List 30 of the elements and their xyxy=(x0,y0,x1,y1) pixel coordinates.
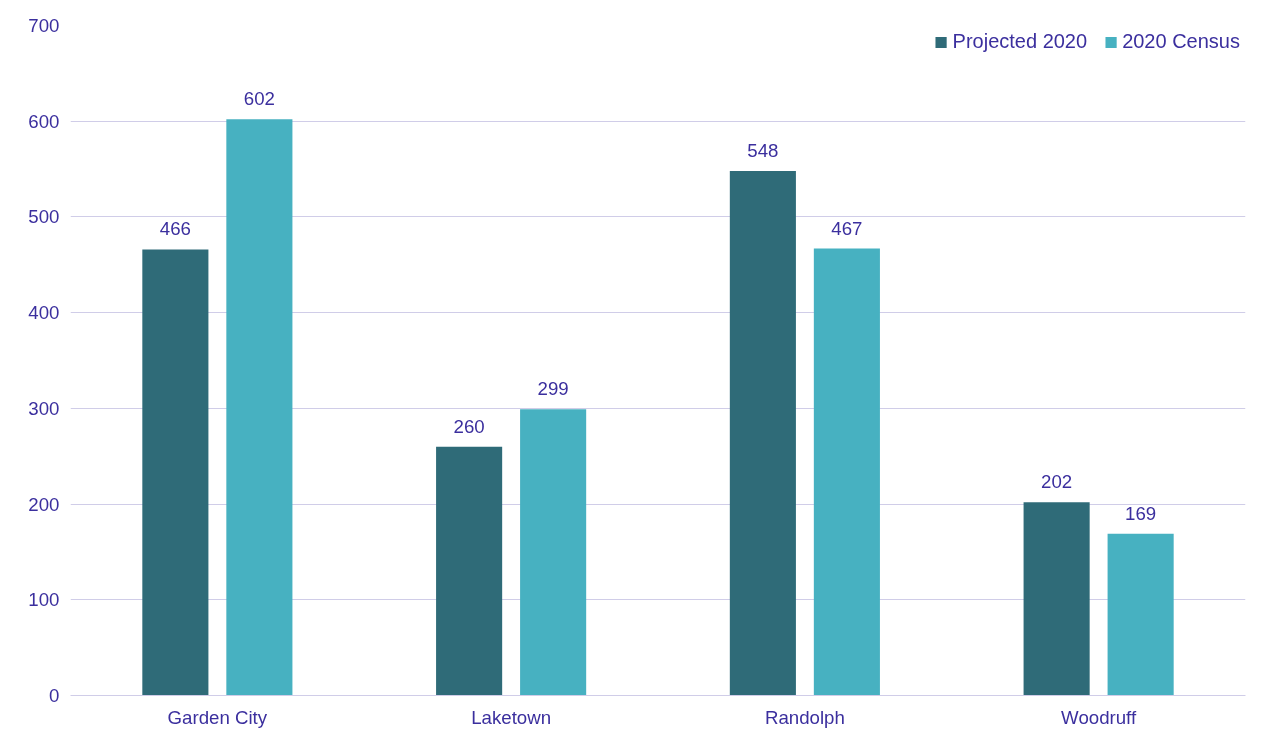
y-tick-label: 300 xyxy=(28,397,60,419)
bar xyxy=(226,119,293,696)
data-label: 202 xyxy=(1041,471,1073,493)
x-tick-label: Woodruff xyxy=(1061,706,1137,728)
data-label: 467 xyxy=(831,217,863,239)
x-tick-label: Laketown xyxy=(471,706,552,728)
y-tick-label: 500 xyxy=(28,206,60,228)
bar xyxy=(142,249,209,696)
y-tick-label: 200 xyxy=(28,493,60,515)
bar xyxy=(436,446,503,696)
data-label: 602 xyxy=(243,88,275,110)
bar xyxy=(1107,533,1174,696)
bar xyxy=(729,170,796,696)
data-label: 466 xyxy=(159,218,191,240)
bar xyxy=(520,409,587,696)
legend-label: Projected 2020 xyxy=(952,30,1088,53)
y-tick-label: 0 xyxy=(49,685,60,706)
x-tick-label: Randolph xyxy=(764,706,845,728)
data-label: 299 xyxy=(537,378,569,400)
y-tick-label: 600 xyxy=(28,110,60,132)
x-tick-label: Garden City xyxy=(167,706,268,728)
data-label: 548 xyxy=(747,139,779,161)
bar xyxy=(813,248,880,696)
y-tick-label: 100 xyxy=(28,589,60,611)
y-tick-label: 400 xyxy=(28,302,60,324)
data-label: 260 xyxy=(453,415,485,437)
bar xyxy=(1023,502,1090,696)
y-tick-label: 700 xyxy=(28,15,60,36)
legend-label: 2020 Census xyxy=(1122,30,1240,53)
data-label: 169 xyxy=(1125,502,1157,524)
